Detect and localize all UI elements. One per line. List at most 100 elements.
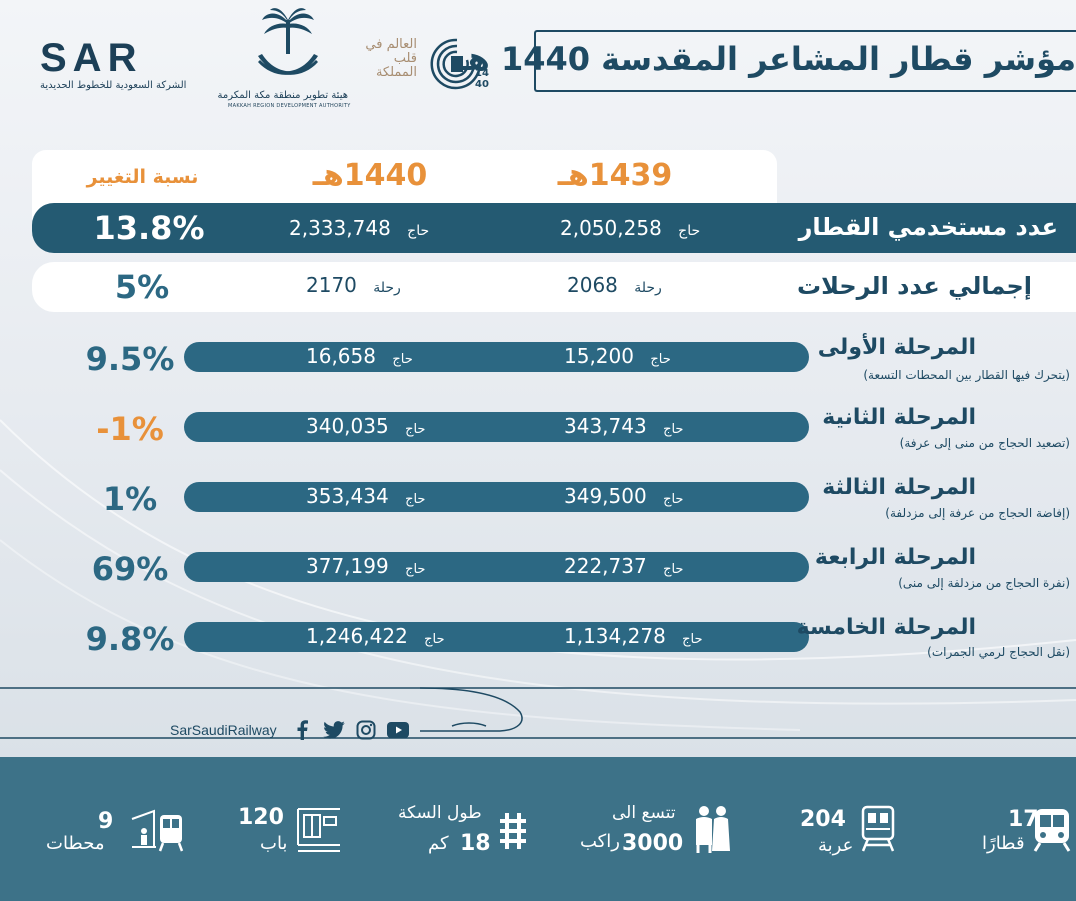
stat-capacity: تتسع الى 3000 راكب — [570, 757, 740, 901]
rail-car-icon — [861, 805, 895, 852]
stage-4-value-1439: حاج 222,737 — [564, 554, 683, 578]
unit-label: حاج — [663, 562, 684, 577]
page-title: مؤشر قطار المشاعر المقدسة 1440 هـ — [456, 40, 1076, 78]
stage-3-value-1439: حاج 349,500 — [564, 484, 683, 508]
stat-capacity-label: راكب — [580, 831, 620, 852]
sar-logo-subtitle: الشركة السعودية للخطوط الحديدية — [40, 80, 187, 91]
value-1440: حاج 2,333,748 — [289, 216, 429, 240]
stage-2-change: -1% — [96, 410, 164, 448]
kaaba-circle-icon — [430, 38, 481, 90]
twitter-icon[interactable] — [322, 719, 345, 741]
value-number: 222,737 — [564, 554, 647, 578]
stat-cars-number: 204 — [800, 807, 846, 832]
stat-stations-number: 9 — [98, 809, 114, 834]
title-frame: مؤشر قطار المشاعر المقدسة 1440 هـ — [457, 30, 1076, 92]
stage-5-title: المرحلة الخامسة — [796, 615, 976, 640]
unit-label: حاج — [663, 492, 684, 507]
value-number: 353,434 — [306, 484, 389, 508]
header-logos: SAR الشركة السعودية للخطوط الحديدية هيئة… — [0, 0, 520, 120]
unit-label: حاج — [663, 422, 684, 437]
value-1440: رحلة 2170 — [306, 273, 401, 297]
unit-label: حاج — [392, 352, 413, 367]
emblem-arabic-text: هيئة تطوير منطقة مكة المكرمة — [217, 90, 348, 101]
logo-1440: العالم في قلب المملكة 14 40 — [355, 34, 495, 94]
value-1439: رحلة 2068 — [567, 273, 662, 297]
row-label: إجمالي عدد الرحلات — [796, 272, 1032, 300]
stage-2-description: (تصعيد الحجاج من منى إلى عرفة) — [899, 436, 1070, 450]
stat-track-label: كم — [428, 833, 449, 854]
stage-1-value-1439: حاج 15,200 — [564, 344, 671, 368]
unit-label: حاج — [405, 562, 426, 577]
logo-1440-slogan: العالم في قلب المملكة — [365, 37, 417, 80]
stat-cars-label: عربة — [818, 835, 854, 856]
summary-row-users: عدد مستخدمي القطار حاج 2,050,258 حاج 2,3… — [32, 203, 1076, 253]
stat-trains: 17 قطارًا — [980, 757, 1076, 901]
stat-doors-label: باب — [260, 833, 288, 854]
column-header-change: نسبة التغيير — [86, 166, 199, 188]
stage-1-change: 9.5% — [85, 340, 175, 378]
unit-label: حاج — [407, 223, 430, 239]
value-number: 2,333,748 — [289, 216, 391, 240]
unit-label: حاج — [650, 352, 671, 367]
stage-2-bar: حاج 343,743 حاج 340,035 — [184, 412, 809, 442]
unit-label: حاج — [678, 223, 701, 239]
stage-1-title: المرحلة الأولى — [817, 335, 976, 360]
stage-1-value-1440: حاج 16,658 — [306, 344, 413, 368]
stage-3-change: 1% — [102, 480, 158, 518]
value-number: 2068 — [567, 273, 618, 297]
unit-label: حاج — [405, 422, 426, 437]
unit-label: حاج — [405, 492, 426, 507]
facebook-icon[interactable] — [291, 719, 313, 741]
change-percent: 13.8% — [93, 209, 205, 247]
stage-4-title: المرحلة الرابعة — [814, 545, 976, 570]
youtube-icon[interactable] — [386, 719, 409, 741]
stage-4-description: (نفرة الحجاج من مزدلفة إلى منى) — [898, 576, 1070, 590]
sar-logo-text: SAR — [40, 36, 143, 80]
value-number: 1,134,278 — [564, 624, 666, 648]
stat-cars: 204 عربة — [790, 757, 910, 901]
stat-capacity-number: 3000 — [622, 831, 684, 856]
social-links: SarSaudiRailway — [170, 718, 409, 742]
unit-label: حاج — [424, 632, 445, 647]
stage-2-title: المرحلة الثانية — [822, 405, 976, 430]
train-door-icon — [297, 808, 340, 852]
value-number: 377,199 — [306, 554, 389, 578]
summary-row-trips: إجمالي عدد الرحلات رحلة 2068 رحلة 2170 5… — [32, 262, 1076, 312]
value-1439: حاج 2,050,258 — [560, 216, 700, 240]
value-number: 1,246,422 — [306, 624, 408, 648]
unit-label: حاج — [682, 632, 703, 647]
stage-4-change: 69% — [91, 550, 169, 588]
value-number: 340,035 — [306, 414, 389, 438]
stat-stations-label: محطات — [46, 833, 105, 854]
unit-label: رحلة — [634, 280, 662, 296]
stage-4-value-1440: حاج 377,199 — [306, 554, 425, 578]
value-number: 2170 — [306, 273, 357, 297]
makkah-authority-emblem: هيئة تطوير منطقة مكة المكرمة MAKKAH REGI… — [217, 6, 351, 109]
value-number: 349,500 — [564, 484, 647, 508]
column-header-1440: 1440هـ — [312, 158, 428, 193]
change-percent: 5% — [114, 268, 170, 306]
palm-swords-icon — [258, 8, 318, 75]
train-front-icon — [1033, 809, 1071, 852]
instagram-icon[interactable] — [355, 719, 377, 741]
stage-2-value-1439: حاج 343,743 — [564, 414, 683, 438]
row-label: عدد مستخدمي القطار — [798, 213, 1058, 241]
stat-stations: 9 محطات — [40, 757, 200, 901]
stat-trains-label: قطارًا — [982, 833, 1025, 854]
stage-3-bar: حاج 349,500 حاج 353,434 — [184, 482, 809, 512]
value-number: 15,200 — [564, 344, 634, 368]
stage-3-description: (إفاضة الحجاج من عرفة إلى مزدلفة) — [885, 506, 1070, 520]
stat-track: طول السكة 18 كم — [380, 757, 540, 901]
social-handle: SarSaudiRailway — [170, 722, 277, 738]
logo-1440-number: 14 40 — [475, 68, 489, 90]
station-platform-icon — [131, 809, 184, 852]
sar-logo: SAR الشركة السعودية للخطوط الحديدية — [40, 38, 200, 91]
emblem-english-text: MAKKAH REGION DEVELOPMENT AUTHORITY — [228, 103, 351, 109]
unit-label: رحلة — [373, 280, 401, 296]
stat-track-number: 18 — [460, 831, 491, 856]
value-number: 343,743 — [564, 414, 647, 438]
stat-track-top-label: طول السكة — [398, 803, 482, 823]
stage-4-bar: حاج 222,737 حاج 377,199 — [184, 552, 809, 582]
value-number: 16,658 — [306, 344, 376, 368]
footer-stats: 17 قطارًا 204 عربة تتسع الى 3000 راكب — [0, 757, 1076, 901]
